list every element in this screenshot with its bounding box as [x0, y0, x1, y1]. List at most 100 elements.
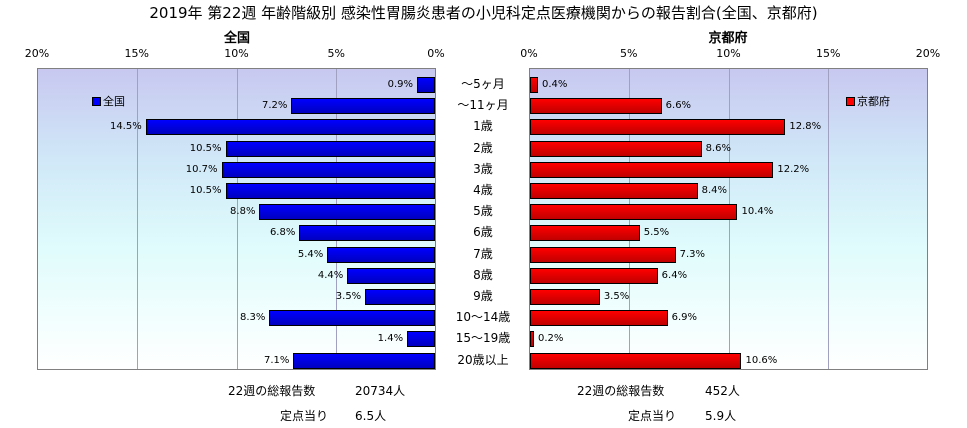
left-tick-label: 15%	[124, 47, 149, 60]
national-total-value: 20734人	[355, 384, 406, 398]
kyoto-data-label: 6.4%	[661, 269, 688, 281]
kyoto-bar	[530, 225, 640, 242]
national-per-value: 6.5人	[355, 409, 387, 423]
right-legend-label: 京都府	[857, 95, 890, 108]
national-bar	[225, 183, 435, 199]
national-data-label: 4.4%	[317, 269, 344, 281]
kyoto-data-label: 6.9%	[671, 312, 698, 324]
category-label: 1歳	[473, 119, 493, 134]
right-panel-title: 京都府	[708, 31, 748, 46]
kyoto-bar	[530, 246, 676, 263]
left-legend-swatch	[92, 96, 101, 106]
right-tick-label: 15%	[816, 47, 841, 60]
kyoto-per-label: 定点当り	[628, 409, 677, 423]
national-bar	[293, 352, 435, 369]
chart-title: 2019年 第22週 年齢階級別 感染性胃腸炎患者の小児科定点医療機関からの報告…	[149, 4, 818, 22]
national-data-label: 5.4%	[297, 248, 324, 260]
category-label: 5歳	[473, 204, 493, 219]
kyoto-data-label: 7.3%	[679, 248, 706, 260]
right-legend-swatch	[846, 96, 855, 106]
category-label: 15～19歳	[455, 331, 511, 346]
right-tick-label: 0%	[520, 47, 538, 60]
national-data-label: 14.5%	[109, 121, 142, 133]
kyoto-data-label: 12.8%	[789, 121, 822, 133]
national-data-label: 7.2%	[261, 100, 288, 112]
left-legend-label: 全国	[103, 95, 125, 108]
category-label: ～11ヶ月	[457, 98, 509, 113]
national-data-label: 8.8%	[230, 206, 256, 218]
kyoto-data-label: 6.6%	[665, 100, 692, 112]
national-bar	[225, 140, 435, 157]
right-tick-label: 5%	[620, 47, 638, 60]
category-label: 7歳	[473, 246, 493, 261]
national-bar	[407, 331, 435, 348]
kyoto-bar	[530, 331, 534, 348]
kyoto-data-label: 5.5%	[643, 227, 670, 239]
kyoto-data-label: 3.5%	[603, 291, 630, 302]
national-bar	[145, 119, 435, 136]
right-legend: 京都府	[846, 93, 890, 109]
national-data-label: 10.7%	[185, 163, 218, 175]
kyoto-bar	[530, 161, 774, 178]
national-bar	[365, 289, 435, 305]
right-plot-area: 京都府 0.4% 6.6% 12.8% 8.6% 12.2% 8.4% 10.4% 5.5% 7…	[529, 68, 928, 370]
kyoto-data-label: 8.6%	[705, 142, 731, 154]
left-tick-label: 5%	[327, 47, 345, 60]
kyoto-data-label: 0.2%	[537, 333, 564, 345]
right-tick-label: 10%	[716, 47, 741, 60]
left-tick-label: 10%	[224, 47, 249, 60]
category-label: ～5ヶ月	[461, 77, 505, 91]
national-bar	[327, 246, 435, 263]
kyoto-total-value: 452人	[705, 384, 740, 398]
national-total-label: 22週の総報告数	[228, 384, 316, 398]
national-bar	[417, 77, 435, 93]
category-label: 8歳	[473, 267, 493, 282]
kyoto-bar	[530, 77, 538, 93]
national-data-label: 0.9%	[387, 79, 414, 90]
national-bar	[269, 310, 435, 327]
kyoto-bar	[530, 267, 658, 284]
kyoto-total-label: 22週の総報告数	[577, 384, 665, 398]
kyoto-data-label: 0.4%	[541, 79, 568, 90]
national-bar	[259, 204, 435, 221]
kyoto-bar	[530, 289, 600, 305]
national-data-label: 1.4%	[377, 333, 404, 345]
national-bar	[291, 98, 435, 115]
kyoto-bar	[530, 140, 702, 157]
national-data-label: 7.1%	[263, 354, 290, 366]
kyoto-bar	[530, 352, 742, 369]
kyoto-bar	[530, 119, 786, 136]
national-bar	[299, 225, 435, 242]
national-per-label: 定点当り	[280, 409, 329, 423]
kyoto-bar	[530, 310, 668, 327]
kyoto-data-label: 8.4%	[701, 185, 727, 196]
category-label: 9歳	[473, 289, 493, 303]
left-legend: 全国	[92, 93, 125, 109]
left-panel-title: 全国	[223, 31, 250, 46]
kyoto-data-label: 10.4%	[741, 206, 774, 218]
category-label: 20歳以上	[457, 352, 509, 367]
gridline	[136, 69, 138, 369]
kyoto-bar	[530, 183, 698, 199]
national-data-label: 8.3%	[240, 312, 266, 324]
right-tick-label: 20%	[915, 47, 941, 60]
category-label: 6歳	[473, 225, 493, 240]
kyoto-bar	[530, 98, 662, 115]
category-label: 3歳	[473, 161, 493, 176]
kyoto-data-label: 10.6%	[745, 354, 778, 366]
national-data-label: 10.5%	[189, 185, 222, 196]
national-data-label: 6.8%	[269, 227, 296, 239]
kyoto-data-label: 12.2%	[777, 163, 810, 175]
national-bar	[221, 161, 435, 178]
kyoto-per-value: 5.9人	[705, 409, 737, 423]
national-bar	[347, 267, 435, 284]
left-plot-area: 全国 0.9% 7.2% 14.5% 10.5% 10.7% 10.5% 8.8% 6.8% 5…	[37, 68, 436, 370]
national-data-label: 3.5%	[335, 291, 362, 302]
national-data-label: 10.5%	[189, 142, 222, 154]
left-tick-label: 20%	[24, 47, 50, 60]
left-tick-label: 0%	[427, 47, 445, 60]
category-label: 4歳	[473, 183, 493, 197]
gridline	[828, 69, 830, 369]
kyoto-bar	[530, 204, 738, 221]
category-label: 2歳	[473, 140, 493, 155]
